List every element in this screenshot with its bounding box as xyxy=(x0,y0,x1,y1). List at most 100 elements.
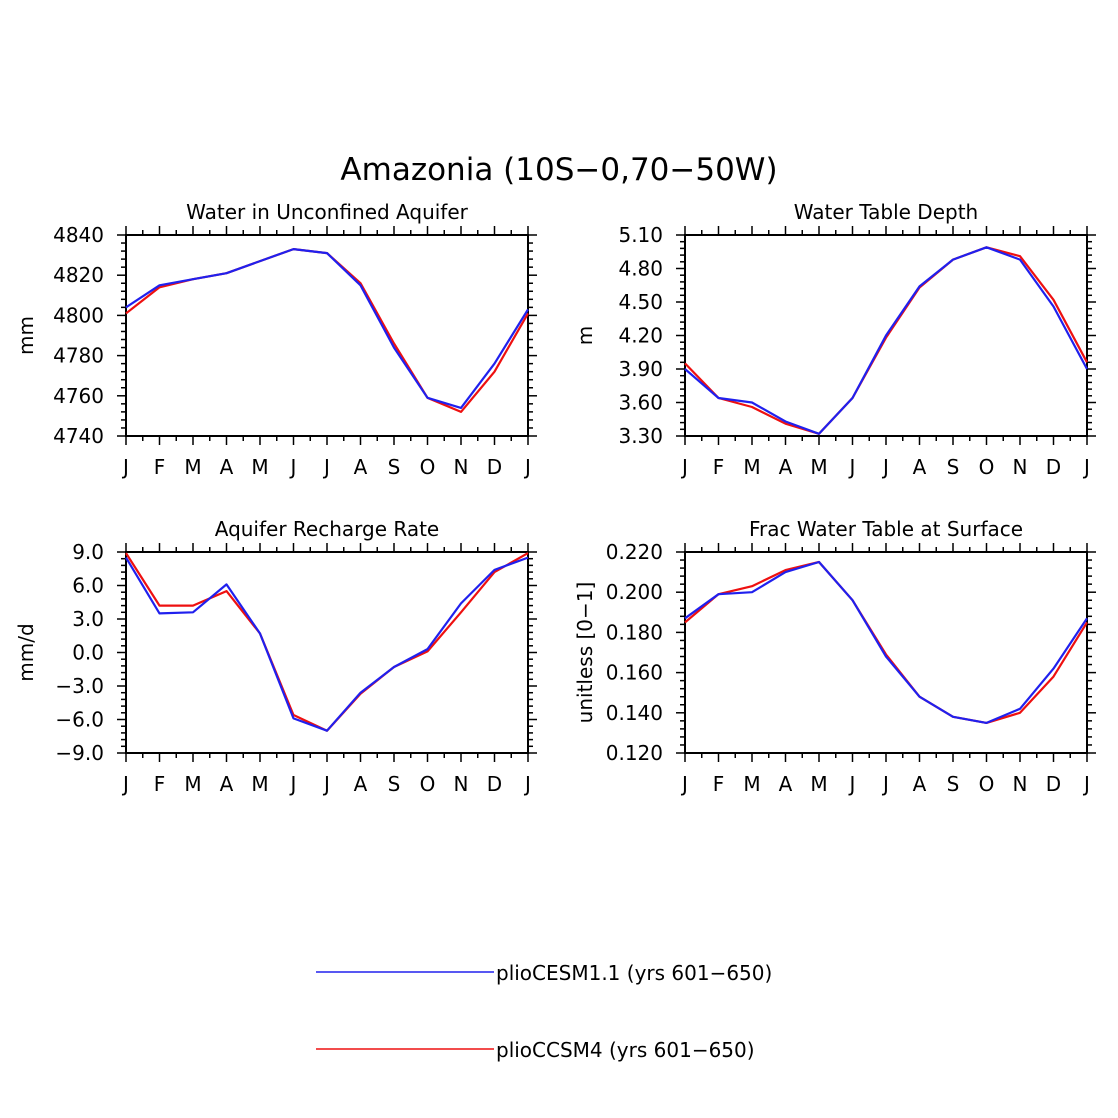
series-line-cesm xyxy=(684,560,1088,725)
y-tick-label: 3.0 xyxy=(72,607,104,631)
series-line-ccsm xyxy=(125,552,529,732)
y-tick-label: 3.90 xyxy=(618,357,663,381)
legend-label-ccsm: plioCCSM4 (yrs 601−650) xyxy=(496,1038,755,1062)
x-tick-label: J xyxy=(523,455,531,479)
x-tick-label: J xyxy=(322,455,330,479)
y-tick-label: 0.220 xyxy=(606,540,663,564)
x-ticks xyxy=(125,226,529,445)
panel-water-table-depth: J F M A M J J A S O N D J3.303.603.904.204.504.805.1… xyxy=(573,200,1096,479)
x-tick-label: A xyxy=(354,455,368,479)
chart-title: Amazonia (10S−0,70−50W) xyxy=(340,152,777,188)
x-tick-label: A xyxy=(779,455,793,479)
series-line-cesm xyxy=(125,248,529,409)
x-ticks xyxy=(684,226,1088,445)
x-tick-label: F xyxy=(154,772,166,796)
series-line-cesm xyxy=(125,556,529,732)
x-ticks xyxy=(125,543,529,762)
chart-panels: J F M A M J J A S O N D J474047604780480048204840Wat… xyxy=(14,200,1096,796)
x-tick-label: J xyxy=(121,772,129,796)
y-tick-label: 6.0 xyxy=(72,574,104,598)
x-tick-label: D xyxy=(487,772,502,796)
y-tick-label: 0.0 xyxy=(72,641,104,665)
series-line-ccsm xyxy=(684,246,1088,435)
series-line-ccsm xyxy=(125,248,529,413)
y-ticks xyxy=(676,551,1096,754)
x-tick-label: M xyxy=(743,455,760,479)
y-tick-label: 4.20 xyxy=(618,324,663,348)
x-tick-label: M xyxy=(184,772,201,796)
x-tick-label: N xyxy=(1013,772,1028,796)
y-tick-label: 0.120 xyxy=(606,741,663,765)
x-tick-label: N xyxy=(1013,455,1028,479)
y-tick-label: 4.80 xyxy=(618,257,663,281)
x-tick-label: F xyxy=(154,455,166,479)
panel-title: Aquifer Recharge Rate xyxy=(215,517,440,541)
x-tick-label: S xyxy=(388,772,401,796)
y-tick-label: 9.0 xyxy=(72,540,104,564)
x-tick-label: S xyxy=(947,772,960,796)
x-tick-label: F xyxy=(713,772,725,796)
plot-frame xyxy=(125,551,529,754)
y-tick-label: 3.60 xyxy=(618,391,663,415)
y-ticks xyxy=(676,234,1096,437)
y-tick-label: 0.160 xyxy=(606,661,663,685)
x-tick-label: O xyxy=(979,772,995,796)
x-tick-label: D xyxy=(1046,772,1061,796)
x-tick-label: J xyxy=(289,455,297,479)
y-tick-label: 4800 xyxy=(53,303,104,327)
x-tick-label: J xyxy=(881,455,889,479)
x-tick-label: J xyxy=(680,455,688,479)
y-tick-label: 4740 xyxy=(53,424,104,448)
y-tick-label: −6.0 xyxy=(55,708,104,732)
plot-frame xyxy=(125,234,529,437)
legend-label-cesm: plioCESM1.1 (yrs 601−650) xyxy=(496,961,772,985)
x-tick-label: S xyxy=(388,455,401,479)
panel-frac-water-table: J F M A M J J A S O N D J0.1200.1400.1600.1800.2000.… xyxy=(573,517,1096,796)
x-tick-label: N xyxy=(454,455,469,479)
x-tick-label: J xyxy=(881,772,889,796)
y-tick-label: 4840 xyxy=(53,223,104,247)
panel-title: Water in Unconfined Aquifer xyxy=(186,200,469,224)
y-axis-label: m xyxy=(573,326,597,345)
x-tick-label: A xyxy=(913,772,927,796)
x-tick-label: J xyxy=(121,455,129,479)
y-tick-label: 4.50 xyxy=(618,290,663,314)
x-tick-label: J xyxy=(1082,455,1090,479)
x-tick-label: J xyxy=(523,772,531,796)
x-tick-label: M xyxy=(184,455,201,479)
x-tick-label: A xyxy=(220,772,234,796)
series-line-cesm xyxy=(684,246,1088,435)
y-tick-label: 5.10 xyxy=(618,223,663,247)
x-tick-label: J xyxy=(289,772,297,796)
x-tick-label: M xyxy=(251,455,268,479)
legend: plioCESM1.1 (yrs 601−650) plioCCSM4 (yrs… xyxy=(316,961,772,1062)
x-tick-label: J xyxy=(680,772,688,796)
x-tick-label: J xyxy=(1082,772,1090,796)
y-tick-label: −9.0 xyxy=(55,741,104,765)
x-tick-label: M xyxy=(743,772,760,796)
x-tick-label: A xyxy=(354,772,368,796)
y-ticks xyxy=(117,234,537,437)
x-tick-label: O xyxy=(420,455,436,479)
x-tick-label: M xyxy=(251,772,268,796)
x-tick-label: A xyxy=(913,455,927,479)
x-tick-label: S xyxy=(947,455,960,479)
x-tick-label: F xyxy=(713,455,725,479)
x-tick-label: O xyxy=(979,455,995,479)
y-tick-label: 0.140 xyxy=(606,701,663,725)
x-tick-label: O xyxy=(420,772,436,796)
y-tick-label: 0.200 xyxy=(606,580,663,604)
y-axis-label: mm xyxy=(14,316,38,355)
x-tick-label: J xyxy=(322,772,330,796)
y-tick-label: 3.30 xyxy=(618,424,663,448)
y-tick-label: 4760 xyxy=(53,384,104,408)
panel-title: Frac Water Table at Surface xyxy=(749,517,1023,541)
x-tick-label: A xyxy=(779,772,793,796)
panel-recharge-rate: J F M A M J J A S O N D J−9.0−6.0−3.00.03.06.09.0Aqu… xyxy=(14,517,537,796)
y-tick-label: 4820 xyxy=(53,263,104,287)
y-axis-label: unitless [0−1] xyxy=(573,582,597,724)
y-tick-label: 4780 xyxy=(53,344,104,368)
series-line-ccsm xyxy=(684,560,1088,725)
x-tick-label: D xyxy=(487,455,502,479)
